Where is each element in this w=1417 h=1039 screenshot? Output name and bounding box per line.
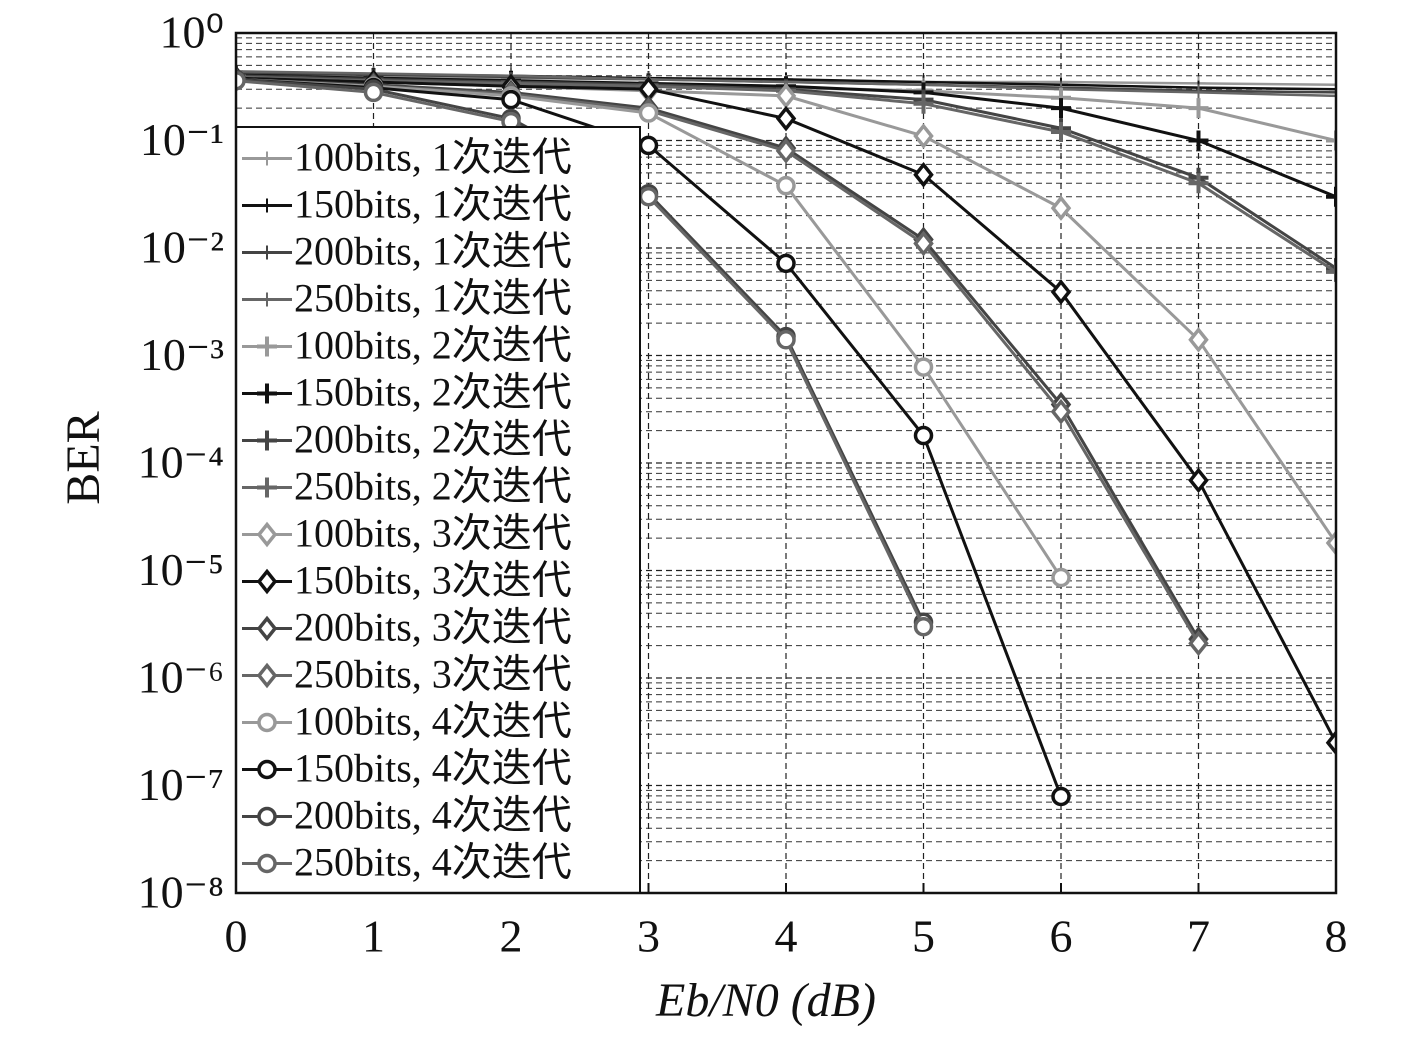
marker — [913, 123, 934, 149]
marker — [913, 357, 934, 377]
y-tick-label: 10⁻¹ — [140, 114, 224, 165]
y-tick-label: 10⁻⁶ — [138, 652, 224, 703]
x-tick-label: 5 — [912, 911, 935, 962]
legend-label: 200bits, 1次迭代 — [294, 229, 572, 274]
marker — [1325, 530, 1336, 556]
marker — [638, 103, 659, 123]
marker — [776, 253, 796, 274]
marker — [236, 70, 246, 91]
marker — [260, 151, 274, 166]
marker — [257, 336, 277, 357]
marker — [256, 568, 278, 595]
y-tick-label: 10⁻² — [140, 222, 224, 273]
marker — [257, 477, 277, 498]
plot-frame — [234, 31, 1338, 895]
y-tick-label: 10⁻⁸ — [138, 867, 224, 918]
marker — [1051, 786, 1071, 807]
marker — [1329, 82, 1336, 97]
legend-label: 250bits, 3次迭代 — [294, 652, 572, 697]
legend-label: 250bits, 2次迭代 — [294, 464, 572, 509]
marker — [1329, 88, 1336, 103]
legend-label: 100bits, 3次迭代 — [294, 511, 572, 556]
legend-label: 200bits, 3次迭代 — [294, 605, 572, 650]
x-tick-label: 6 — [1050, 911, 1073, 962]
marker — [260, 245, 274, 260]
legend-label: 100bits, 1次迭代 — [294, 135, 572, 180]
y-tick-label: 10⁰ — [160, 7, 224, 58]
marker — [913, 616, 934, 637]
marker — [913, 161, 934, 188]
marker — [1326, 186, 1336, 207]
marker — [913, 425, 934, 446]
marker — [501, 89, 521, 110]
marker — [1188, 98, 1209, 119]
marker — [776, 175, 796, 196]
marker — [1050, 195, 1072, 221]
marker — [1050, 398, 1072, 425]
x-tick-label: 0 — [225, 911, 248, 962]
x-tick-label: 3 — [637, 911, 660, 962]
marker — [256, 662, 278, 689]
marker — [1329, 77, 1336, 92]
marker — [257, 806, 277, 827]
y-tick-label: 10⁻⁷ — [138, 759, 224, 810]
marker — [257, 383, 277, 404]
marker — [913, 93, 934, 114]
marker — [1188, 467, 1209, 494]
marker — [256, 615, 278, 642]
x-tick-label: 8 — [1325, 911, 1348, 962]
x-tick-label: 2 — [500, 911, 523, 962]
marker — [257, 853, 277, 874]
legend-label: 150bits, 3次迭代 — [294, 558, 572, 603]
marker — [257, 759, 277, 780]
marker — [1329, 85, 1336, 100]
marker — [1188, 130, 1209, 151]
marker — [1326, 130, 1336, 151]
y-tick-label: 10⁻³ — [140, 329, 224, 380]
marker — [1188, 326, 1209, 353]
legend-label: 200bits, 2次迭代 — [294, 417, 572, 462]
marker — [1188, 173, 1209, 194]
legend-label: 150bits, 2次迭代 — [294, 370, 572, 415]
marker — [257, 712, 277, 733]
marker — [775, 105, 797, 132]
marker — [257, 430, 277, 451]
legend-label: 250bits, 4次迭代 — [294, 840, 572, 885]
marker — [1051, 121, 1071, 142]
marker — [638, 186, 659, 207]
y-tick-label: 10⁻⁵ — [138, 544, 224, 595]
y-axis-label: BER — [57, 411, 110, 504]
legend-label: 150bits, 4次迭代 — [294, 746, 572, 791]
marker — [1051, 567, 1071, 588]
x-axis-label: Eb/N0 (dB) — [655, 974, 876, 1027]
marker — [775, 138, 797, 164]
legend-label: 100bits, 2次迭代 — [294, 323, 572, 368]
marker — [1325, 729, 1336, 756]
marker — [1326, 261, 1336, 282]
marker — [363, 82, 384, 103]
marker — [913, 230, 934, 257]
legend-label: 150bits, 1次迭代 — [294, 182, 572, 227]
marker — [1191, 85, 1206, 100]
legend-label: 200bits, 4次迭代 — [294, 793, 572, 838]
x-tick-label: 7 — [1187, 911, 1210, 962]
legend-label: 250bits, 1次迭代 — [294, 276, 572, 321]
y-tick-label: 10⁻⁴ — [138, 437, 224, 488]
marker — [1188, 630, 1209, 657]
marker — [1050, 279, 1072, 305]
marker — [776, 330, 796, 350]
marker — [260, 198, 274, 213]
legend-box — [235, 126, 641, 894]
x-tick-label: 4 — [775, 911, 798, 962]
marker — [638, 135, 659, 156]
x-tick-label: 1 — [362, 911, 385, 962]
marker — [256, 521, 278, 548]
legend-label: 100bits, 4次迭代 — [294, 699, 572, 744]
marker — [260, 292, 274, 307]
marker — [1051, 98, 1071, 119]
